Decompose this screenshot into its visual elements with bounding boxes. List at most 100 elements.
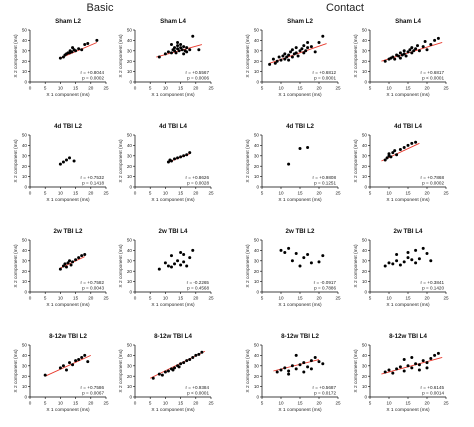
data-point (287, 59, 290, 62)
data-point (429, 357, 432, 360)
data-point (318, 260, 321, 263)
x-tick-label: 5 (261, 401, 264, 406)
x-axis-label: X 1 component (ms) (278, 302, 322, 308)
scatter-panel: 2w TBI L20 5 10 15 20 2501020304050X 1 compon… (13, 228, 109, 308)
y-tick-label: 20 (22, 164, 28, 169)
data-point (287, 373, 290, 376)
data-point (295, 252, 298, 255)
data-point (161, 374, 164, 377)
data-point (178, 49, 181, 52)
x-axis-label: X 1 component (ms) (151, 407, 195, 413)
r-value: r = +0.6817 (421, 70, 445, 75)
y-tick-label: 40 (127, 353, 133, 358)
y-tick-label: 0 (364, 80, 367, 85)
y-tick-label: 0 (129, 185, 132, 190)
data-point (80, 48, 83, 51)
x-tick-label: 5 (44, 86, 47, 91)
data-point (280, 59, 283, 62)
x-tick-label: 10 (278, 401, 284, 406)
x-tick-label: 10 (278, 296, 284, 301)
data-point (95, 39, 98, 42)
data-point (403, 260, 406, 263)
data-point (287, 370, 290, 373)
x-tick-label: 15 (178, 296, 184, 301)
data-point (295, 367, 298, 370)
data-point (318, 360, 321, 363)
data-point (197, 353, 200, 356)
data-point (395, 367, 398, 370)
x-tick-label: 5 (261, 191, 264, 196)
data-point (191, 356, 194, 359)
data-point (173, 262, 176, 265)
r-value: r = +0.5687 (313, 385, 337, 390)
data-point (318, 41, 321, 44)
x-tick-label: 20 (88, 401, 94, 406)
y-axis-label: X 2 component (ms) (13, 244, 19, 288)
data-point (158, 268, 161, 271)
x-tick-label: 15 (405, 86, 411, 91)
y-axis-label: X 2 component (ms) (353, 34, 359, 78)
y-tick-label: 10 (22, 279, 28, 284)
data-point (299, 265, 302, 268)
x-tick-label: 25 (208, 86, 214, 91)
x-axis-label: X 1 component (ms) (386, 407, 430, 413)
y-tick-label: 20 (22, 269, 28, 274)
data-point (422, 359, 425, 362)
x-tick-label: 15 (178, 86, 184, 91)
data-point (188, 48, 191, 51)
y-tick-label: 0 (24, 395, 27, 400)
x-tick-label: 5 (149, 191, 152, 196)
y-tick-label: 0 (364, 185, 367, 190)
y-axis-label: X 2 component (ms) (245, 244, 251, 288)
r-value: r = -0.2265 (187, 280, 210, 285)
y-tick-label: 20 (127, 374, 133, 379)
r-value: r = +0.6812 (313, 70, 337, 75)
y-tick-label: 40 (362, 353, 368, 358)
data-point (395, 153, 398, 156)
y-tick-label: 0 (24, 290, 27, 295)
x-axis-label: X 1 component (ms) (386, 92, 430, 98)
data-point (182, 253, 185, 256)
data-point (59, 57, 62, 60)
data-point (182, 361, 185, 364)
data-point (80, 356, 83, 359)
x-axis-label: X 1 component (ms) (46, 407, 90, 413)
p-value: p = 0.0028 (187, 181, 209, 186)
data-point (302, 256, 305, 259)
data-point (410, 258, 413, 261)
y-tick-label: 0 (24, 80, 27, 85)
y-tick-label: 0 (129, 80, 132, 85)
x-axis-label: X 1 component (ms) (386, 197, 430, 203)
x-tick-label: 5 (149, 401, 152, 406)
x-tick-label: 15 (178, 191, 184, 196)
data-point (77, 358, 80, 361)
scatter-panel: 8-12w TBI L40 5 10 15 20 2501020304050X 1 com… (118, 333, 214, 413)
data-point (399, 263, 402, 266)
y-tick-label: 40 (254, 143, 260, 148)
data-point (414, 249, 417, 252)
data-point (170, 51, 173, 54)
data-point (152, 377, 155, 380)
p-value: p = 0.4568 (187, 286, 209, 291)
scatter-panel: 4d TBI L40 5 10 15 20 2501020304050X 1 compon… (118, 123, 214, 203)
panel-title: 4d TBI L4 (159, 123, 187, 130)
y-tick-label: 30 (22, 258, 28, 263)
y-tick-label: 40 (127, 143, 133, 148)
x-tick-label: 15 (73, 296, 79, 301)
data-point (185, 359, 188, 362)
x-axis-label: X 1 component (ms) (151, 302, 195, 308)
y-tick-label: 50 (127, 238, 133, 243)
data-point (68, 259, 71, 262)
data-point (278, 56, 281, 59)
x-tick-label: 20 (424, 86, 430, 91)
r-value: r = +0.9808 (313, 175, 337, 180)
y-tick-label: 0 (364, 290, 367, 295)
scatter-panel: Sham L25 10 15 20 2501020304050X 1 component… (245, 18, 341, 98)
p-value: p = 0.0002 (82, 76, 104, 81)
data-point (306, 41, 309, 44)
x-tick-label: 25 (335, 401, 341, 406)
x-tick-label: 10 (278, 191, 284, 196)
data-point (416, 44, 419, 47)
p-value: p = 0.1420 (422, 286, 444, 291)
